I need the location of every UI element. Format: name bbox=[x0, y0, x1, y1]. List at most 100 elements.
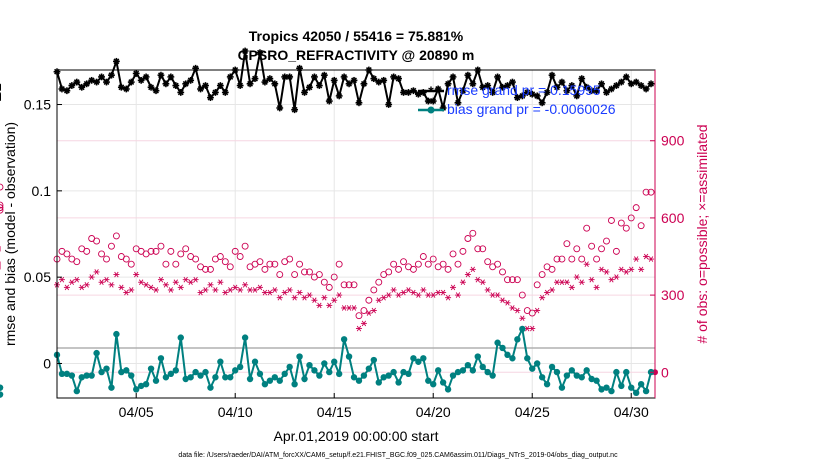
bias-point bbox=[187, 374, 194, 381]
assimilated-point bbox=[256, 284, 263, 291]
possible-point bbox=[261, 265, 269, 273]
bias-point bbox=[385, 372, 392, 379]
rmse-point bbox=[335, 92, 343, 100]
bias-point bbox=[177, 334, 184, 341]
bias-point bbox=[543, 380, 551, 388]
assimilated-point bbox=[474, 276, 481, 283]
bias-point bbox=[246, 375, 254, 383]
assimilated-point bbox=[568, 284, 575, 291]
possible-point bbox=[182, 245, 190, 253]
assimilated-point bbox=[464, 271, 471, 278]
bias-point bbox=[573, 372, 580, 379]
bias-point bbox=[266, 377, 274, 384]
assimilated-point bbox=[549, 287, 556, 293]
y-axis-left-label: rmse and bias (model - observation) bbox=[2, 122, 18, 346]
assimilated-point bbox=[93, 269, 100, 275]
bias-point bbox=[128, 372, 135, 379]
rmse-point bbox=[182, 80, 190, 88]
rmse-point bbox=[103, 78, 110, 86]
possible-point bbox=[390, 260, 398, 268]
bias-point bbox=[405, 370, 412, 378]
y-right-tick-label: 300 bbox=[661, 287, 685, 303]
assimilated-point bbox=[405, 287, 412, 293]
assimilated-point bbox=[440, 289, 447, 296]
bias-point bbox=[301, 375, 308, 383]
assimilated-point bbox=[326, 302, 333, 309]
possible-point bbox=[83, 247, 91, 255]
chart-title: Tropics 42050 / 55416 = 75.881% bbox=[249, 28, 464, 44]
rmse-point bbox=[340, 73, 348, 81]
possible-point bbox=[177, 250, 185, 258]
possible-point bbox=[558, 255, 566, 263]
assimilated-point bbox=[291, 294, 298, 301]
rmse-point bbox=[385, 101, 393, 108]
assimilated-point bbox=[73, 276, 80, 283]
possible-point bbox=[429, 255, 437, 263]
bias-point bbox=[529, 365, 536, 372]
assimilated-point bbox=[573, 274, 580, 280]
possible-point bbox=[400, 258, 407, 266]
rmse-point bbox=[504, 82, 511, 89]
assimilated-point bbox=[286, 287, 293, 293]
bias-point bbox=[286, 363, 293, 371]
possible-point bbox=[568, 255, 576, 263]
legend-bias-marker bbox=[427, 106, 435, 114]
bias-point bbox=[608, 387, 615, 395]
bias-point bbox=[425, 377, 432, 384]
possible-point bbox=[479, 245, 487, 253]
bias-point bbox=[157, 355, 165, 362]
rmse-point bbox=[518, 92, 526, 100]
possible-point bbox=[603, 237, 610, 245]
bias-point bbox=[108, 384, 115, 391]
rmse-point bbox=[622, 73, 630, 81]
bias-point bbox=[632, 389, 640, 397]
y-axis-right: 0 300 600 900 bbox=[650, 70, 685, 398]
possible-point bbox=[563, 240, 571, 248]
bias-point bbox=[430, 380, 437, 388]
bias-point bbox=[296, 353, 303, 360]
possible-point bbox=[330, 273, 338, 281]
y-axis-left: 0 0.05 0.1 0.15 bbox=[24, 97, 62, 371]
legend-rmse-label: rmse grand pr = 0.15995 bbox=[447, 82, 601, 98]
bias-point bbox=[499, 344, 506, 352]
assimilated-point bbox=[187, 279, 194, 286]
possible-point bbox=[73, 258, 81, 266]
assimilated-point bbox=[271, 287, 278, 293]
assimilated-point bbox=[395, 292, 402, 298]
bias-point bbox=[331, 358, 338, 365]
rmse-point bbox=[266, 75, 274, 83]
bias-point bbox=[68, 372, 76, 379]
assimilated-point bbox=[128, 287, 135, 293]
possible-point bbox=[103, 255, 110, 263]
rmse-point bbox=[395, 75, 402, 83]
legend: * rmse grand pr = 0.15995 bias grand pr … bbox=[418, 82, 616, 117]
bias-point bbox=[618, 382, 625, 390]
assimilated-point bbox=[484, 287, 491, 293]
possible-point bbox=[578, 255, 586, 263]
possible-point bbox=[593, 255, 601, 263]
assimilated-point bbox=[153, 287, 160, 293]
bias-point bbox=[538, 374, 546, 381]
possible-point bbox=[241, 242, 249, 250]
assimilated-point bbox=[88, 274, 95, 280]
possible-point bbox=[112, 232, 120, 240]
chart-subtitle: GPSRO_REFRACTIVITY @ 20890 m bbox=[238, 47, 475, 63]
bias-point bbox=[568, 367, 576, 374]
assimilated-point bbox=[633, 256, 640, 262]
possible-point bbox=[444, 265, 452, 273]
possible-point bbox=[157, 242, 165, 250]
assimilated-point bbox=[98, 279, 105, 286]
y-right-tick-label: 600 bbox=[661, 210, 685, 226]
rmse-point bbox=[647, 80, 655, 88]
assimilated-point bbox=[603, 269, 610, 275]
possible-point bbox=[513, 276, 521, 284]
rmse-point bbox=[543, 89, 551, 96]
assimilated-point bbox=[583, 261, 590, 268]
possible-point bbox=[504, 276, 511, 284]
bias-point bbox=[311, 367, 318, 374]
assimilated-point bbox=[331, 297, 338, 304]
assimilated-point bbox=[415, 292, 422, 298]
bias-point bbox=[276, 377, 283, 384]
possible-point bbox=[627, 214, 635, 222]
